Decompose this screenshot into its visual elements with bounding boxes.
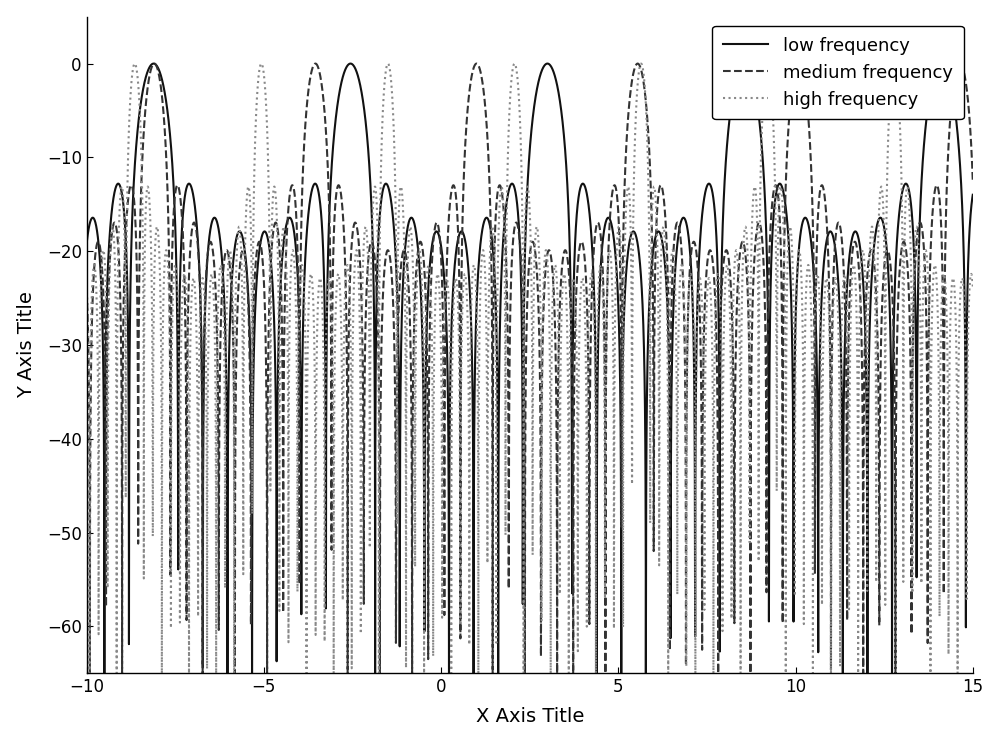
high frequency [402, 262, 414, 270]
Line: high frequency: high frequency [87, 64, 973, 673]
high frequency [605, 258, 617, 267]
high frequency [81, 282, 93, 291]
low frequency [644, 290, 656, 299]
medium frequency [632, 59, 644, 68]
Line: medium frequency: medium frequency [87, 64, 973, 673]
Y-axis label: Y Axis Title: Y Axis Title [17, 291, 36, 398]
high frequency [967, 282, 979, 291]
high frequency [785, 228, 797, 237]
low frequency [967, 190, 979, 199]
medium frequency [402, 266, 414, 275]
high frequency [125, 80, 137, 88]
low frequency [605, 218, 617, 227]
low frequency [738, 59, 750, 68]
low frequency [402, 224, 414, 233]
high frequency [255, 59, 267, 68]
low frequency [738, 59, 750, 68]
high frequency [84, 669, 96, 678]
X-axis label: X Axis Title: X Axis Title [476, 707, 584, 727]
low frequency [785, 292, 797, 301]
Legend: low frequency, medium frequency, high frequency: low frequency, medium frequency, high fr… [712, 26, 964, 120]
high frequency [644, 334, 656, 343]
low frequency [81, 239, 93, 248]
medium frequency [644, 159, 656, 168]
medium frequency [125, 181, 137, 189]
medium frequency [785, 92, 797, 101]
medium frequency [967, 177, 979, 186]
low frequency [98, 669, 110, 678]
high frequency [738, 236, 750, 244]
low frequency [125, 244, 137, 253]
medium frequency [605, 199, 617, 208]
medium frequency [738, 239, 750, 248]
Line: low frequency: low frequency [87, 64, 973, 673]
medium frequency [81, 288, 93, 296]
medium frequency [84, 669, 96, 678]
